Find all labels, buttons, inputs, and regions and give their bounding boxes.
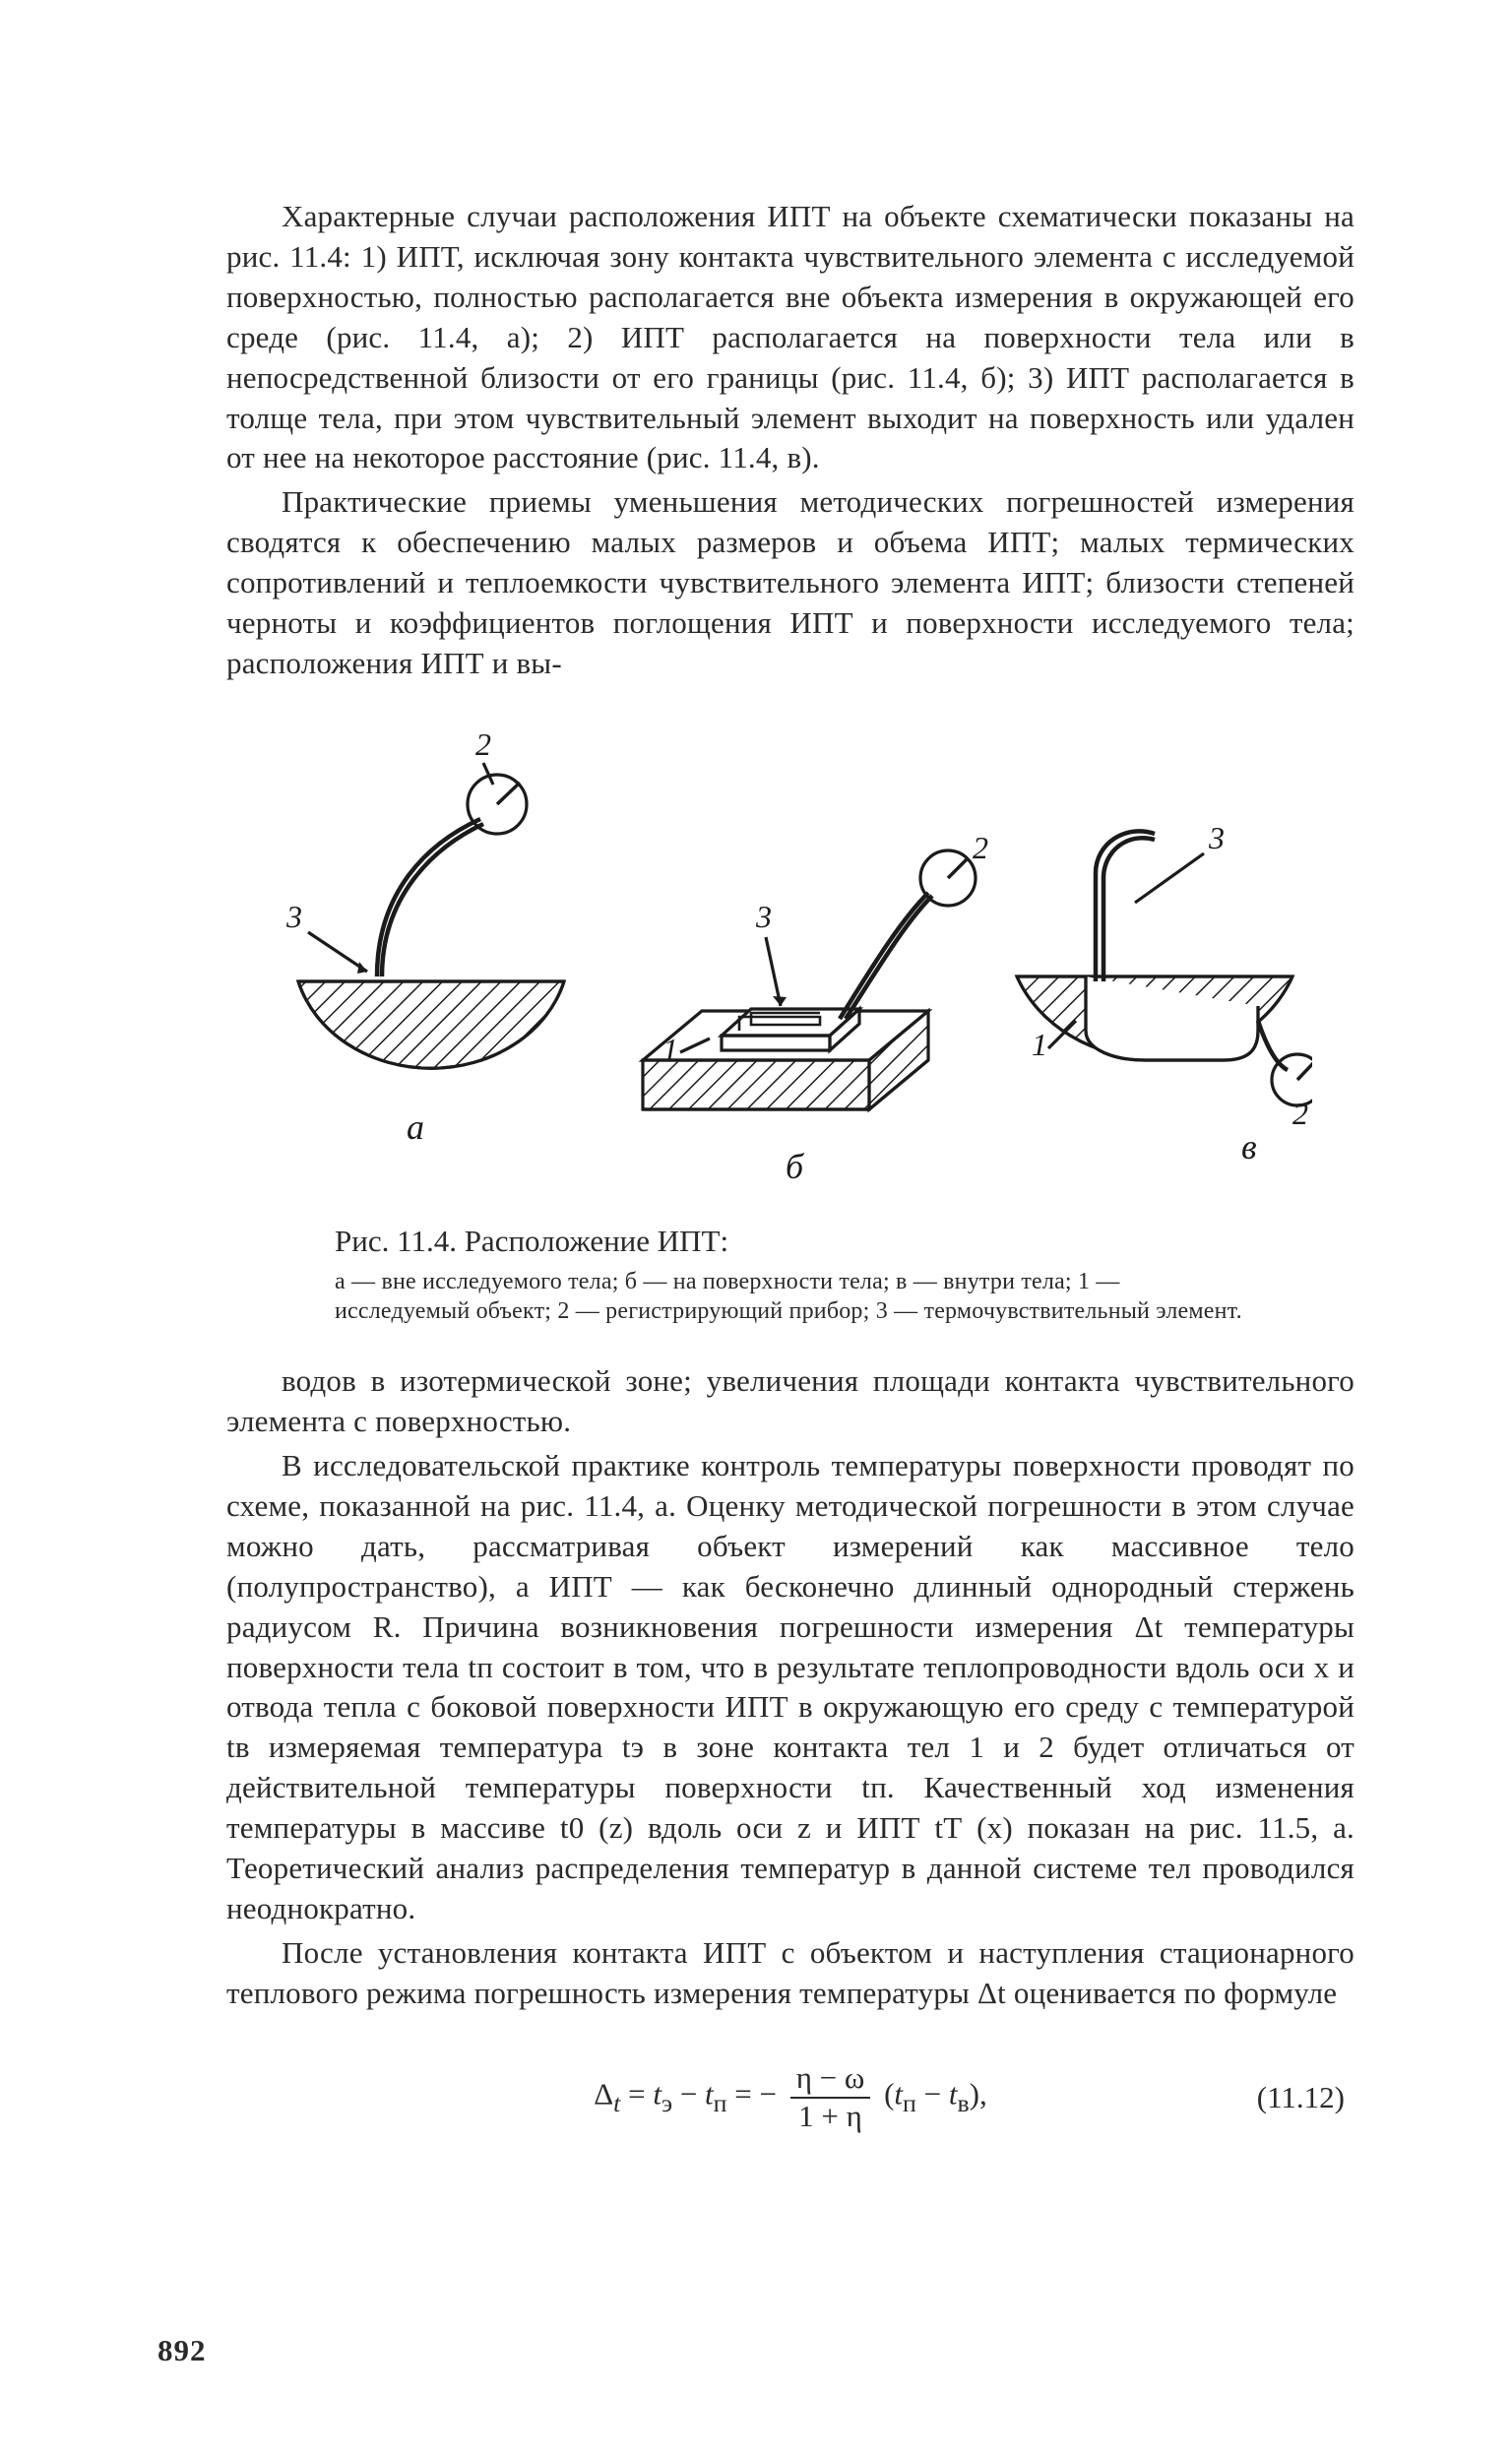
eq-tv-sub: в <box>957 2089 969 2117</box>
paragraph-4: В исследовательской практике контроль те… <box>226 1446 1354 1929</box>
fig-b-label-3: 3 <box>755 899 772 934</box>
fig-v-label-1: 1 <box>1032 1027 1047 1062</box>
fig-v-label-3: 3 <box>1208 820 1225 855</box>
eq-tp2-sub: п <box>903 2089 916 2117</box>
eq-tp-sub: п <box>714 2089 727 2117</box>
eq-delta: Δ <box>594 2077 613 2111</box>
fig-v-label-2: 2 <box>1292 1096 1308 1131</box>
fig-a-label-3: 3 <box>285 899 302 934</box>
eq-te-sub: э <box>662 2089 672 2117</box>
eq-delta-sub: t <box>613 2089 620 2117</box>
figure-svg: 2 3 а <box>269 725 1312 1198</box>
figure-caption-main: Рис. 11.4. Расположение ИПТ: <box>335 1222 1354 1261</box>
eq-minus1: − <box>680 2077 705 2111</box>
eq-den: 1 + η <box>790 2099 871 2133</box>
eq-minus2: − <box>924 2077 949 2111</box>
fig-a-label-2: 2 <box>475 726 491 762</box>
fig-b-letter: б <box>786 1147 805 1186</box>
equation-11-12: Δt = tэ − tп = − η − ω 1 + η (tп − tв), … <box>226 2053 1354 2142</box>
paragraph-2: Практические приемы уменьшения методичес… <box>226 482 1354 684</box>
eq-eq2: = − <box>734 2077 784 2111</box>
equation-number: (11.12) <box>1257 2080 1345 2115</box>
eq-close: ), <box>970 2077 987 2111</box>
eq-open: ( <box>884 2077 894 2111</box>
eq-tp2: t <box>894 2077 903 2111</box>
page-number: 892 <box>158 2333 207 2368</box>
figure-caption-sub: а — вне исследуемого тела; б — на поверх… <box>335 1267 1246 1326</box>
paragraph-1: Характерные случаи расположения ИПТ на о… <box>226 197 1354 478</box>
eq-fraction: η − ω 1 + η <box>790 2062 871 2132</box>
paragraph-3: водов в изотермической зоне; увеличения … <box>226 1361 1354 1442</box>
paragraph-5: После установления контакта ИПТ с объект… <box>226 1933 1354 2014</box>
eq-eq1: = <box>628 2077 653 2111</box>
fig-v-letter: в <box>1241 1127 1257 1166</box>
eq-tp: t <box>705 2077 714 2111</box>
eq-num: η − ω <box>790 2062 871 2099</box>
figure-11-4: 2 3 а <box>226 725 1354 1326</box>
eq-te: t <box>653 2077 662 2111</box>
fig-b-label-2: 2 <box>973 830 988 865</box>
fig-a-letter: а <box>407 1107 424 1147</box>
fig-b-label-1: 1 <box>662 1032 678 1067</box>
